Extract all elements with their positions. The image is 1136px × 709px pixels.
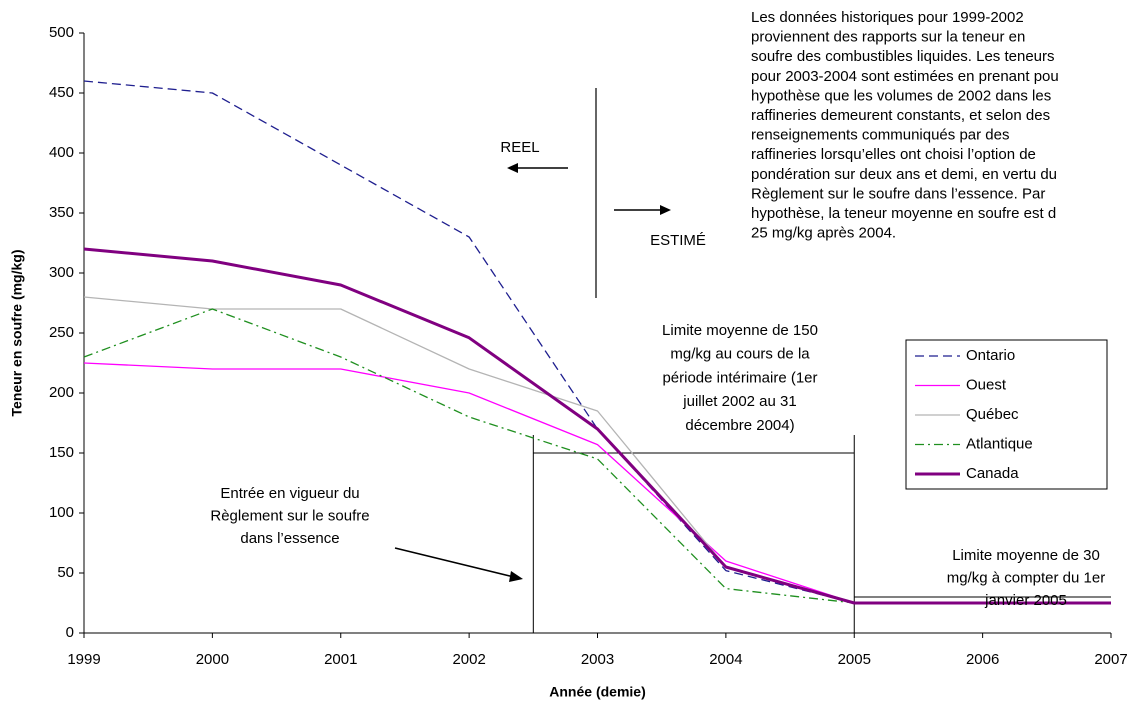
legend-label: Ontario (966, 347, 1015, 364)
y-tick-label: 300 (49, 264, 74, 281)
annotation: Règlement sur le soufre dans l’essence. … (751, 185, 1045, 202)
annotation: soufre des combustibles liquides. Les te… (751, 48, 1055, 65)
annotation: REEL (500, 139, 539, 156)
x-tick-label: 2003 (581, 651, 614, 668)
x-tick-label: 2000 (196, 651, 229, 668)
annotation: décembre 2004) (685, 417, 794, 434)
annotation: mg/kg au cours de la (670, 346, 810, 363)
series-line (83, 247, 1111, 605)
annotation: hypothèse, la teneur moyenne en soufre e… (751, 205, 1056, 222)
x-axis-title: Année (demie) (549, 684, 645, 700)
annotation: Entrée en vigueur du (220, 485, 359, 502)
x-tick-label: 2001 (324, 651, 357, 668)
annotation: Les données historiques pour 1999-2002 (751, 9, 1024, 26)
annotation: hypothèse que les volumes de 2002 dans l… (751, 87, 1051, 104)
x-tick-label: 2007 (1094, 651, 1127, 668)
y-tick-label: 150 (49, 444, 74, 461)
annotation: mg/kg à compter du 1er (947, 570, 1105, 587)
y-tick-label: 350 (49, 204, 74, 221)
annotation: Limite moyenne de 150 (662, 322, 818, 339)
y-tick-label: 450 (49, 84, 74, 101)
annotation: ESTIMÉ (650, 232, 706, 249)
annotation: juillet 2002 au 31 (682, 393, 796, 410)
y-tick-label: 400 (49, 144, 74, 161)
y-tick-label: 0 (66, 624, 74, 641)
annotation: 25 mg/kg après 2004. (751, 225, 896, 242)
legend-label: Ouest (966, 376, 1007, 393)
annotation: proviennent des rapports sur la teneur e… (751, 29, 1025, 46)
annotation: Règlement sur le soufre (210, 508, 369, 525)
annotation: période intérimaire (1er (662, 369, 817, 386)
annotation: raffineries lorsqu’elles ont choisi l’op… (751, 146, 1036, 163)
y-tick-label: 250 (49, 324, 74, 341)
annotation: raffineries demeurent constants, et selo… (751, 107, 1050, 124)
y-tick-label: 500 (49, 24, 74, 41)
y-tick-label: 200 (49, 384, 74, 401)
x-tick-label: 2006 (966, 651, 999, 668)
y-tick-label: 100 (49, 504, 74, 521)
legend-label: Québec (966, 406, 1019, 423)
x-tick-label: 2004 (709, 651, 742, 668)
legend-label: Atlantique (966, 435, 1033, 452)
x-tick-label: 2002 (452, 651, 485, 668)
x-tick-label: 1999 (67, 651, 100, 668)
annotation: pondération sur deux ans et demi, en ver… (751, 166, 1057, 183)
y-axis-title: Teneur en soufre (mg/kg) (9, 250, 25, 417)
annotation: pour 2003-2004 sont estimées en prenant … (751, 68, 1059, 85)
arrows (394, 163, 671, 582)
legend-label: Canada (966, 465, 1019, 482)
annotation: janvier 2005 (984, 592, 1067, 609)
annotation: Limite moyenne de 30 (952, 547, 1100, 564)
x-tick-label: 2005 (838, 651, 871, 668)
annotation: dans l’essence (240, 530, 339, 547)
annotation: renseignements communiqués par des (751, 127, 1009, 144)
y-tick-label: 50 (57, 564, 74, 581)
